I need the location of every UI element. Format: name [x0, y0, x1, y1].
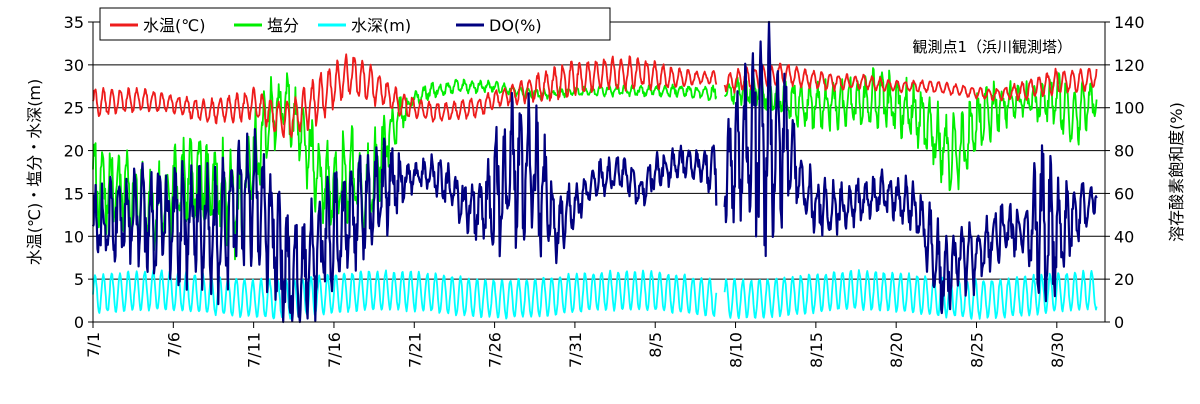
- legend-item-water-depth: 水深(m): [318, 16, 411, 35]
- series-do-line: [91, 20, 1098, 324]
- y-tick-label-left: 25: [64, 99, 84, 118]
- y-tick-label-right: 0: [1114, 313, 1124, 332]
- x-tick-label: 7/31: [566, 332, 585, 368]
- legend-box: [99, 7, 611, 41]
- legend-item-water-temp: 水温(℃): [110, 16, 205, 35]
- x-tick-label: 7/21: [405, 332, 424, 368]
- y-tick-label-left: 0: [74, 313, 84, 332]
- y-tick-label-left: 5: [74, 270, 84, 289]
- x-tick-label: 7/16: [325, 332, 344, 368]
- x-tick-label: 8/10: [727, 332, 746, 368]
- y-tick-label-left: 30: [64, 56, 84, 75]
- legend-label-water-temp: 水温(℃): [143, 16, 205, 35]
- y-tick-label-right: 100: [1114, 99, 1145, 118]
- y-tick-label-right: 120: [1114, 56, 1145, 75]
- labels-layer: 0 5 10 15 20 25 30 35 0 20 40 60 80 100 120 140 7/1 7/6 7/…: [64, 13, 1145, 368]
- y-tick-label-left: 10: [64, 227, 84, 246]
- x-tick-label: 8/25: [967, 332, 986, 368]
- x-tick-label: 7/11: [245, 332, 264, 368]
- x-tick-label: 7/26: [486, 332, 505, 368]
- y-tick-label-right: 60: [1114, 184, 1134, 203]
- series-water-temp-line: [92, 53, 1098, 139]
- y-tick-label-right: 140: [1114, 13, 1145, 32]
- legend-label-salinity: 塩分: [267, 16, 299, 35]
- station-annotation: 観測点1（浜川観測塔）: [912, 38, 1072, 56]
- y-axis-right-label: 溶存酸素飽和度(%): [1167, 102, 1186, 242]
- y-tick-label-left: 15: [64, 184, 84, 203]
- x-tick-label: 7/6: [164, 332, 183, 358]
- y-axis-left-label: 水温(℃)・塩分・水深(m): [25, 79, 44, 266]
- y-tick-label-left: 35: [64, 13, 84, 32]
- x-tick-label: 7/1: [84, 332, 103, 358]
- y-tick-label-right: 40: [1114, 227, 1134, 246]
- series-layer: [91, 20, 1098, 324]
- legend-item-do: DO(%): [456, 16, 542, 35]
- series-water-depth-line: [92, 269, 1098, 320]
- y-tick-label-right: 20: [1114, 270, 1134, 289]
- y-tick-label-right: 80: [1114, 142, 1134, 161]
- x-tick-label: 8/30: [1048, 332, 1067, 368]
- x-tick-label: 8/5: [646, 332, 665, 358]
- x-tick-label: 8/20: [887, 332, 906, 368]
- legend-label-water-depth: 水深(m): [351, 16, 411, 35]
- x-tick-label: 8/15: [807, 332, 826, 368]
- legend-label-do: DO(%): [489, 16, 542, 35]
- legend-item-salinity: 塩分: [234, 16, 299, 35]
- y-tick-label-left: 20: [64, 142, 84, 161]
- legend: 水温(℃) 塩分 水深(m) DO(%): [99, 7, 611, 41]
